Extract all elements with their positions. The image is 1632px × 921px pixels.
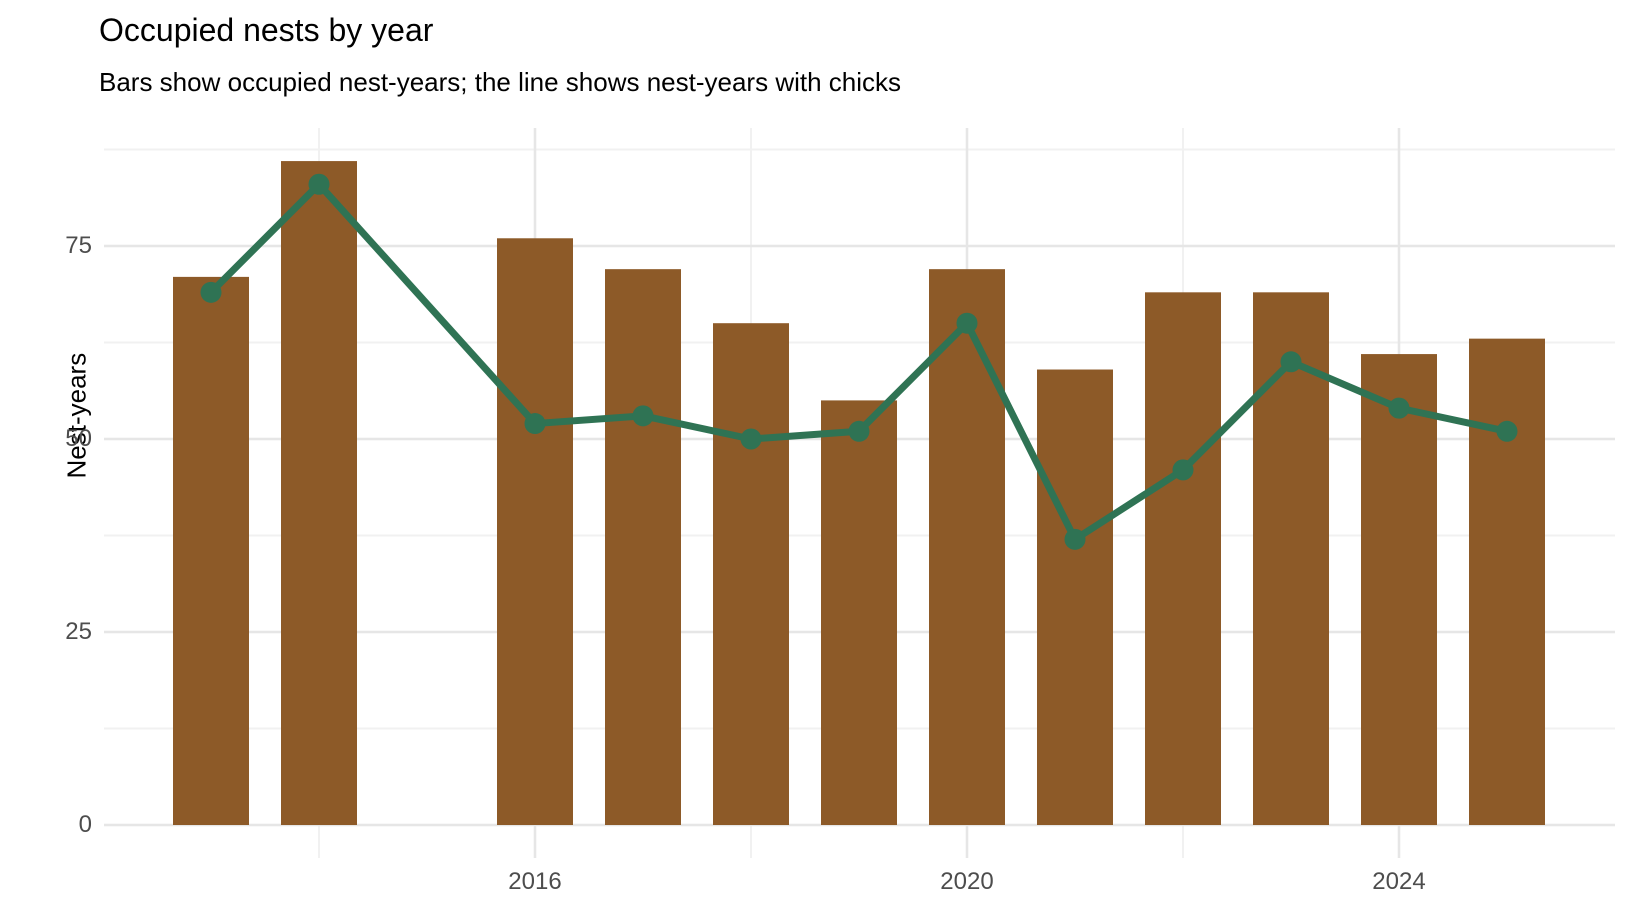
x-tick-label-2020: 2020 [940,868,994,895]
chicks-point-2020 [956,312,978,334]
bar-2019 [821,400,897,825]
bar-2024 [1361,354,1437,825]
bar-2017 [605,269,681,825]
chicks-point-2017 [632,405,654,427]
bar-2013 [173,276,249,825]
x-tick-label-2016: 2016 [508,868,562,895]
y-tick-label-75: 75 [65,232,92,259]
bar-2014 [281,161,357,825]
y-tick-label-0: 0 [78,811,92,838]
chicks-point-2023 [1280,351,1302,373]
chart-subtitle: Bars show occupied nest-years; the line … [99,67,902,97]
chart-title: Occupied nests by year [99,12,434,48]
x-tick-label-2024: 2024 [1372,868,1426,895]
chicks-point-2016 [524,413,546,435]
bar-2022 [1145,292,1221,825]
bar-2018 [713,323,789,825]
bar-2025 [1469,338,1545,825]
bar-2023 [1253,292,1329,825]
y-tick-label-50: 50 [65,425,92,452]
bar-2016 [497,238,573,825]
chicks-point-2018 [740,428,762,450]
chicks-point-2024 [1388,397,1410,419]
chicks-line [207,180,1511,543]
chicks-point-2022 [1172,459,1194,481]
chicks-point-2013 [200,281,222,303]
chicks-point-2014 [308,173,330,195]
bar-2020 [929,269,1005,825]
y-tick-label-25: 25 [65,618,92,645]
chicks-point-2021 [1064,528,1086,550]
chicks-point-2025 [1496,420,1518,442]
chicks-point-2019 [848,420,870,442]
bar-2021 [1037,369,1113,825]
